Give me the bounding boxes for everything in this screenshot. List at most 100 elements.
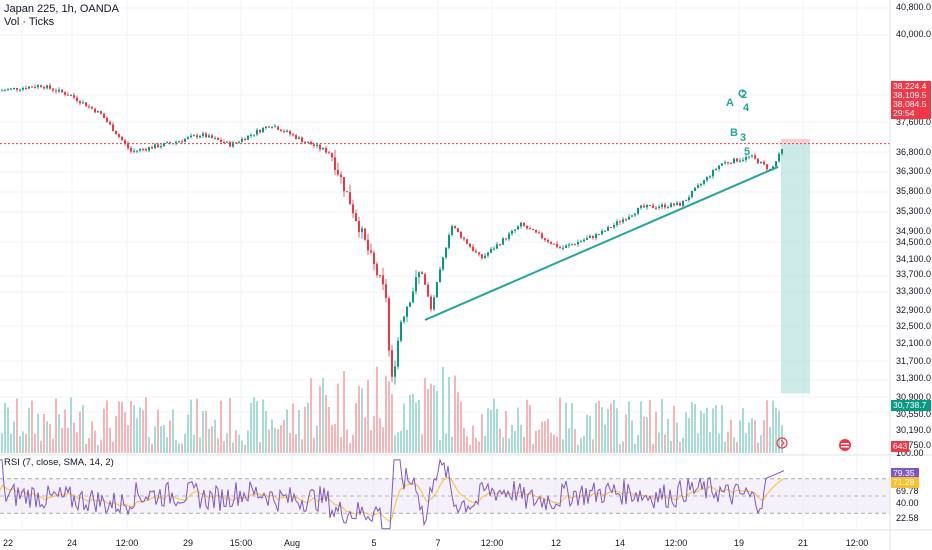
candle: [196, 135, 198, 138]
candle: [475, 250, 477, 253]
volume-bar: [100, 439, 102, 453]
candle: [244, 138, 246, 140]
candle: [499, 244, 501, 246]
volume-bar: [181, 443, 183, 453]
candle: [562, 247, 564, 249]
price-tick: 33,300.0: [896, 286, 932, 296]
volume-bar: [682, 437, 684, 453]
wave-label[interactable]: 5: [744, 146, 751, 158]
volume-bar: [664, 434, 666, 453]
candle: [625, 219, 627, 221]
volume-bar: [235, 430, 237, 453]
candle: [52, 88, 54, 91]
candle: [442, 257, 444, 270]
candle: [337, 169, 339, 175]
wave-label[interactable]: C: [738, 88, 746, 100]
events-icon[interactable]: [839, 439, 851, 451]
target-zone: [781, 142, 810, 394]
volume-bar: [259, 441, 261, 453]
candle: [541, 233, 543, 239]
candle: [322, 148, 324, 150]
wave-label[interactable]: 3: [740, 132, 747, 144]
candle: [163, 143, 165, 147]
candle: [763, 161, 765, 165]
volume-bar: [751, 418, 753, 453]
candle: [190, 135, 192, 138]
candle: [334, 157, 336, 170]
volume-bar: [451, 436, 453, 453]
candle: [613, 225, 615, 228]
volume-bar: [586, 414, 588, 453]
volume-bar: [724, 441, 726, 453]
volume-bar: [253, 397, 255, 453]
volume-bar: [304, 406, 306, 453]
candle: [664, 204, 666, 208]
candle: [268, 126, 270, 128]
volume-bar: [208, 428, 210, 453]
volume-bar: [667, 418, 669, 453]
wave-label[interactable]: 2: [741, 89, 748, 101]
volume-bar: [628, 401, 630, 453]
volume-bar: [400, 430, 402, 453]
candle: [385, 284, 387, 299]
volume-bar: [340, 437, 342, 453]
volume-bar: [631, 420, 633, 453]
candle: [517, 226, 519, 230]
date-tick: 12:00: [845, 538, 869, 548]
candle: [634, 213, 636, 216]
volume-bar: [124, 412, 126, 453]
volume-bar: [652, 444, 654, 453]
price-tick: 40,000.0: [896, 29, 932, 39]
rsi-value-badge: 79.35: [891, 468, 919, 479]
price-tick: 36,800.0: [896, 147, 932, 157]
volume-bar: [355, 402, 357, 453]
volume-bar: [112, 441, 114, 453]
candle: [430, 296, 432, 310]
volume-bar: [712, 408, 714, 453]
candle: [547, 239, 549, 242]
volume-bar: [580, 437, 582, 453]
volume-bar: [442, 366, 444, 453]
candle: [91, 106, 93, 109]
candle: [160, 146, 162, 148]
volume-bar: [637, 435, 639, 453]
date-tick: 29: [182, 538, 194, 548]
volume-bar: [643, 416, 645, 453]
wave-label[interactable]: 4: [743, 102, 750, 114]
alert-icon[interactable]: [776, 437, 788, 449]
volume-bar: [481, 414, 483, 453]
volume-bar: [661, 399, 663, 453]
candle: [427, 284, 429, 297]
candle: [202, 133, 204, 136]
volume-bar: [469, 444, 471, 453]
candle: [574, 244, 576, 246]
wave-label[interactable]: B: [730, 127, 738, 139]
price-tick: 30,550.0: [896, 409, 932, 419]
candle: [100, 111, 102, 114]
volume-bar: [121, 401, 123, 453]
volume-bar: [742, 408, 744, 453]
wave-label[interactable]: A: [726, 97, 734, 109]
rsi-tick: 40.00: [896, 498, 919, 508]
symbol-title[interactable]: Japan 225, 1h, OANDA: [4, 3, 119, 15]
candle: [571, 244, 573, 246]
volume-bar: [781, 425, 783, 453]
volume-bar: [331, 424, 333, 453]
volume-bar: [721, 405, 723, 453]
candle: [70, 95, 72, 97]
candle: [580, 241, 582, 243]
volume-bar: [472, 425, 474, 453]
candle: [661, 204, 663, 207]
candle: [490, 248, 492, 253]
candle: [4, 90, 6, 92]
volume-bar: [322, 377, 324, 453]
trendline: [424, 165, 779, 321]
candle: [304, 141, 306, 143]
rsi-label[interactable]: RSI (7, close, SMA, 14, 2): [4, 457, 114, 468]
candle: [283, 131, 285, 133]
volume-bar: [496, 408, 498, 453]
volume-bar: [79, 411, 81, 453]
candle: [511, 230, 513, 234]
volume-label[interactable]: Vol · Ticks: [4, 16, 55, 28]
